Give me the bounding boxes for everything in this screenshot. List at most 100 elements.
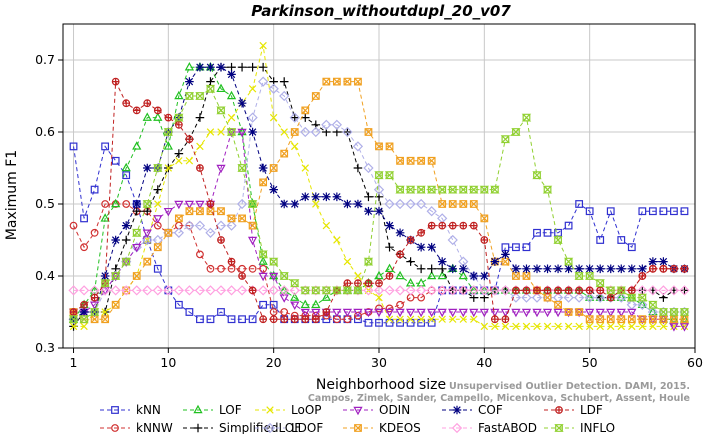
data-point-odin [490,308,500,318]
data-point-kdeos [259,178,268,187]
data-point-fastabod [658,285,669,296]
series-line-lof [73,66,685,320]
data-point-cof [374,206,384,216]
data-point-knnw [248,264,257,273]
data-point-loop [227,113,236,122]
data-point-ldf [522,286,531,295]
data-point-loop [164,164,173,172]
data-point-inflo [405,185,416,194]
data-point-fastabod [426,285,437,296]
data-point-cof [585,264,594,274]
data-point-cof [564,264,573,274]
data-point-ldf [585,286,594,295]
data-point-odin [416,308,426,318]
data-point-ldf [259,315,268,324]
data-point-odin [300,308,310,318]
data-point-simplifiedlof [206,77,215,86]
data-point-fastabod [394,285,406,296]
data-point-knnw [354,311,362,320]
data-point-cof [469,271,479,281]
data-point-ldf [501,315,510,324]
data-point-simplifiedlof [385,242,394,252]
data-point-inflo [553,236,563,244]
data-point-ldof [384,198,395,210]
data-point-ldof [521,292,532,303]
legend: kNN kNNW LOF SimplifiedLOF LoOP LDOF ODIN KDEOS… [100,403,615,434]
data-point-knnw [375,304,383,313]
data-point-ldof [321,119,332,130]
data-point-loop [522,322,531,331]
data-point-lof [458,270,468,280]
data-point-odin [384,308,395,318]
data-point-kdeos [480,214,489,223]
data-point-ldf [606,293,615,302]
legend-marker [554,424,564,432]
data-point-ldof [279,90,290,102]
data-point-kdeos [185,207,194,216]
data-point-inflo [195,92,205,100]
data-point-inflo [637,293,648,302]
data-point-ldf [238,272,246,280]
data-point-inflo [605,286,616,295]
data-point-ldf [480,236,489,244]
data-point-kdeos [196,207,204,216]
data-point-ldof [563,292,574,303]
data-point-kdeos [554,300,562,309]
data-point-kdeos [332,77,341,86]
data-point-ldf [185,135,194,144]
data-point-kdeos [280,149,289,158]
data-point-simplifiedlof [437,264,447,274]
data-point-knn [238,315,246,324]
data-point-loop [480,322,489,331]
data-point-inflo [500,135,511,144]
data-point-odin [648,315,658,325]
data-point-ldf [575,286,584,295]
data-point-ldf [343,279,352,288]
data-point-inflo [268,257,279,266]
legend-item-simplifiedlof: SimplifiedLOF [183,421,301,434]
data-point-cof [480,271,489,281]
data-point-inflo [542,185,553,194]
data-point-kdeos [375,142,383,151]
data-point-odin [353,308,363,318]
data-point-cof [216,62,226,72]
data-point-loop [533,322,541,331]
data-point-odin [448,308,458,318]
data-point-kdeos [364,128,373,136]
data-point-loop [628,322,636,331]
data-point-ldf [490,315,499,324]
data-point-knn [101,142,110,151]
data-point-ldf [143,99,152,108]
data-point-cof [111,235,120,245]
data-point-ldof [173,227,185,238]
data-point-fastabod [68,285,79,296]
data-point-odin [553,308,563,318]
data-point-fastabod [447,285,458,296]
data-point-kdeos [438,200,447,208]
data-point-ldof [331,119,343,130]
data-point-inflo [447,185,458,194]
data-point-knn [627,243,636,252]
y-axis-ticks: 0.3 0.4 0.5 0.6 0.7 [35,52,63,355]
data-point-loop [206,128,215,136]
legend-label: FastABOD [478,421,537,434]
data-point-ldof [584,292,595,303]
data-point-loop [585,322,594,331]
data-point-ldf [638,272,647,280]
data-point-knn [648,207,657,216]
legend-item-fastabod: FastABOD [442,421,537,434]
data-point-inflo [184,92,195,100]
data-point-ldf [322,308,331,316]
data-point-kdeos [269,164,278,172]
data-point-lof [658,313,669,323]
data-point-loop [385,315,394,323]
data-point-ldf [469,221,478,230]
data-point-fastabod [679,285,690,296]
data-point-kdeos [385,142,394,151]
data-point-cof [121,221,131,230]
data-point-kdeos [227,214,236,223]
data-point-loop [269,113,278,122]
data-point-fastabod [121,285,132,296]
data-point-kdeos [627,315,636,324]
